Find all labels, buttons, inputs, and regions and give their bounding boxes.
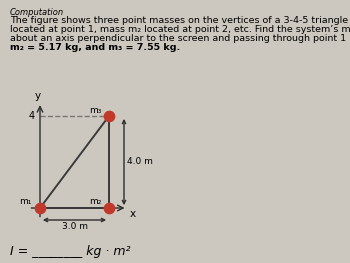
Text: m₁: m₁	[20, 197, 32, 206]
Text: 4: 4	[29, 111, 35, 121]
Text: m₂ = 5.17 kg, and m₃ = 7.55 kg.: m₂ = 5.17 kg, and m₃ = 7.55 kg.	[10, 43, 180, 52]
Text: x: x	[130, 209, 135, 219]
Text: The figure shows three point masses on the vertices of a 3‑4‑5 triangle with mas: The figure shows three point masses on t…	[10, 16, 350, 25]
Point	[106, 114, 112, 118]
Text: y: y	[35, 91, 41, 101]
Text: 4.0 m: 4.0 m	[127, 158, 153, 166]
Text: located at point 1, mass m₂ located at point 2, etc. Find the system’s moment of: located at point 1, mass m₂ located at p…	[10, 25, 350, 34]
Text: m₂: m₂	[89, 197, 101, 206]
Text: 3.0 m: 3.0 m	[62, 222, 88, 231]
Text: about an axis perpendicular to the screen and passing through point 1 if m₁ = 7.: about an axis perpendicular to the scree…	[10, 34, 350, 43]
Text: I = ________ kg · m²: I = ________ kg · m²	[10, 245, 131, 258]
Text: Computation: Computation	[10, 8, 64, 17]
Point	[106, 206, 112, 210]
Text: m₃: m₃	[89, 106, 101, 115]
Point	[37, 206, 43, 210]
